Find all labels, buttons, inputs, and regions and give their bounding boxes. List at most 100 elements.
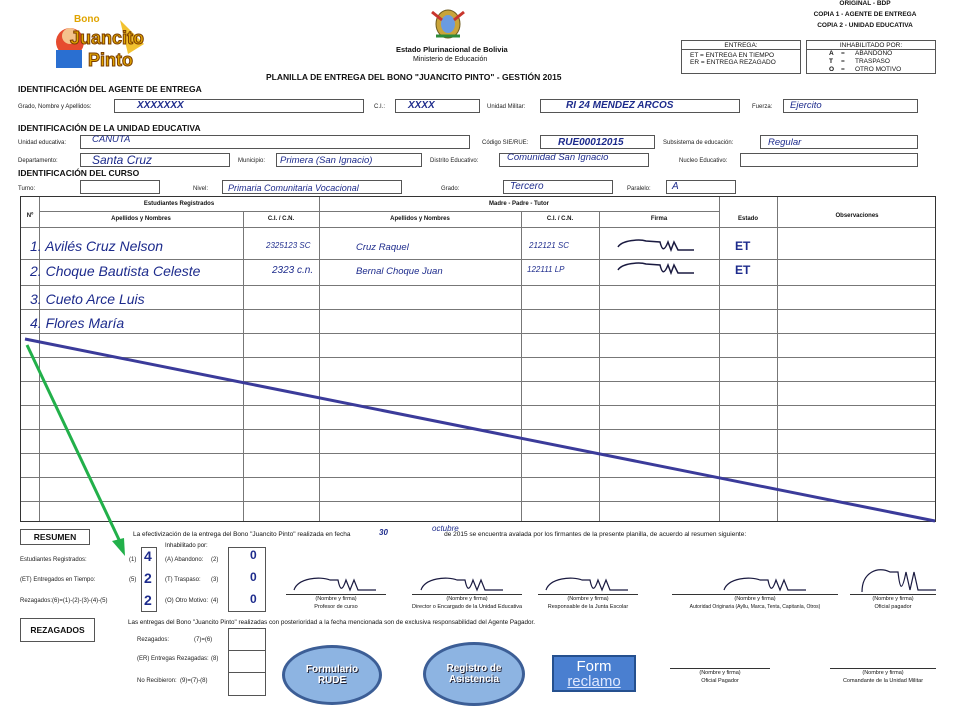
rezagados-text: Las entregas del Bono "Juancito Pinto" r…	[128, 619, 536, 626]
table-row-line	[21, 285, 935, 286]
table-col-line	[319, 197, 320, 521]
field-ue[interactable]	[80, 135, 470, 149]
row-tutor-name: Cruz Raquel	[356, 242, 409, 253]
table-row[interactable]: 2. Choque Bautista Celeste	[30, 263, 200, 279]
resumen-item-code: (1)	[129, 557, 137, 563]
resumen-title: RESUMEN	[33, 532, 77, 542]
signature-icon	[617, 262, 694, 276]
fuerza-value: Ejercito	[790, 100, 822, 111]
th-tutor-apellidos: Apellidos y Nombres	[390, 216, 450, 222]
row-student-name: Cueto Arce Luis	[45, 291, 145, 307]
signer-role: Comandante de la Unidad Militar	[842, 678, 924, 684]
resumen-item-label: (O) Otro Motivo:	[165, 598, 209, 604]
row-tutor-ci: 212121 SC	[529, 241, 570, 250]
distrito-value: Comunidad San Ignacio	[507, 152, 609, 163]
form-reclamo-button[interactable]: Form reclamo	[552, 655, 636, 692]
legend-entrega: ENTREGA: ET = ENTREGA EN TIEMPO ER = ENT…	[681, 40, 801, 74]
form-reclamo-link[interactable]: reclamo	[567, 673, 621, 690]
row-tutor-name: Bernal Choque Juan	[356, 266, 443, 277]
label-agente-ci: C.I.:	[374, 104, 386, 110]
ministry-name: Ministerio de Educación	[413, 56, 488, 63]
resumen-value: 2	[144, 570, 152, 586]
signature-line	[830, 668, 936, 669]
field-unidad-militar[interactable]	[540, 99, 740, 113]
logo: Bono Juancito Pinto	[48, 14, 146, 76]
formulario-rude-button[interactable]: Formulario RUDE	[282, 645, 382, 705]
th-estado: Estado	[737, 216, 758, 222]
table-row[interactable]: 3. Cueto Arce Luis	[30, 291, 145, 307]
rezagados-title-box: REZAGADOS	[20, 618, 95, 642]
field-municipio[interactable]	[276, 153, 422, 167]
table-row-line	[21, 477, 935, 478]
copy-original: ORIGINAL - BDP	[839, 0, 891, 7]
table-col-line	[599, 211, 600, 521]
resumen-text-2: de 2015 se encuentra avalada por los fir…	[444, 531, 747, 538]
legend-text: OTRO MOTIVO	[855, 66, 902, 73]
field-paralelo[interactable]	[666, 180, 736, 194]
field-turno[interactable]	[80, 180, 160, 194]
table-row[interactable]: 4. Flores María	[30, 315, 124, 331]
green-arrowhead-icon	[112, 538, 125, 556]
section-unidad: IDENTIFICACIÓN DE LA UNIDAD EDUCATIVA	[18, 123, 201, 133]
signer-role: Profesor de curso	[314, 604, 358, 610]
th-ci: C.I. / C.N.	[267, 216, 295, 222]
nivel-value: Primaria Comunitaria Vocacional	[228, 183, 359, 193]
field-distrito[interactable]	[499, 153, 649, 167]
field-fuerza[interactable]	[783, 99, 918, 113]
resumen-value: 4	[144, 548, 152, 564]
row-student-ci: 2325123 SC	[266, 241, 311, 250]
signer-role: Responsable de la Junta Escolar	[547, 604, 629, 610]
table-header-bottom	[21, 227, 935, 228]
rezagados-values[interactable]	[228, 628, 266, 696]
section-curso: IDENTIFICACIÓN DEL CURSO	[18, 168, 140, 178]
field-nucleo[interactable]	[740, 153, 918, 167]
signer-top: (Nombre y firma)	[567, 596, 609, 602]
copy-2: COPIA 2 - UNIDAD EDUCATIVA	[817, 22, 913, 29]
legend-entrega-title: ENTREGA:	[682, 41, 800, 50]
legend-inhab-title: INHABILITADO POR:	[807, 41, 935, 50]
resumen-item-label: Rezagados:(6)=(1)-(2)-(3)-(4)-(5)	[20, 598, 108, 604]
field-sie[interactable]	[540, 135, 655, 149]
coat-of-arms-icon	[428, 2, 468, 42]
label-subsistema: Subsistema de educación:	[663, 140, 734, 146]
field-nivel[interactable]	[222, 180, 402, 194]
field-depto[interactable]	[80, 153, 230, 167]
resumen-text-1: La efectivización de la entrega del Bono…	[133, 531, 351, 538]
fecha-mes: octubre	[432, 524, 459, 533]
row-num: 1.	[30, 238, 42, 254]
legend-inhab-a: A = ABANDONO	[807, 50, 935, 58]
field-subsistema[interactable]	[760, 135, 918, 149]
resumen-item-code: (5)	[129, 577, 137, 583]
th-obs: Observaciones	[835, 213, 879, 219]
logo-text-pinto: Pinto	[88, 50, 134, 71]
registro-asistencia-button[interactable]: Registro de Asistencia	[423, 642, 525, 706]
paralelo-value: A	[672, 181, 679, 192]
rezagados-item-code: (8)	[211, 656, 219, 662]
rezagados-item-code: (9)=(7)-(8)	[180, 678, 208, 684]
label-distrito: Distrito Educativo:	[430, 158, 479, 164]
grado-value: Tercero	[510, 181, 544, 192]
table-row[interactable]: 1. Avilés Cruz Nelson	[30, 238, 163, 254]
label-ue: Unidad educativa:	[18, 140, 67, 146]
row-student-name: Avilés Cruz Nelson	[45, 238, 164, 254]
field-grado[interactable]	[503, 180, 613, 194]
legend-eq: =	[841, 58, 845, 65]
doc-title: PLANILLA DE ENTREGA DEL BONO "JUANCITO P…	[266, 72, 562, 82]
signature-icon	[723, 577, 806, 592]
signature-line	[670, 668, 770, 669]
formulario-rude-label: Formulario RUDE	[305, 664, 359, 686]
field-agente-nombre[interactable]	[114, 99, 364, 113]
field-agente-ci[interactable]	[395, 99, 480, 113]
signature-icon	[545, 577, 628, 592]
table-row-line	[21, 333, 935, 334]
table-col-line	[777, 197, 778, 521]
row-estado: ET	[735, 263, 751, 277]
label-municipio: Municipio:	[238, 158, 266, 164]
th-tutor: Madre - Padre - Tutor	[489, 201, 549, 207]
th-firma: Firma	[650, 216, 668, 222]
row-num: 2.	[30, 263, 42, 279]
depto-value: Santa Cruz	[92, 153, 153, 167]
rezagados-title: REZAGADOS	[30, 625, 85, 635]
signer-top: (Nombre y firma)	[315, 596, 357, 602]
logo-text-juancito: Juancito	[69, 28, 145, 49]
